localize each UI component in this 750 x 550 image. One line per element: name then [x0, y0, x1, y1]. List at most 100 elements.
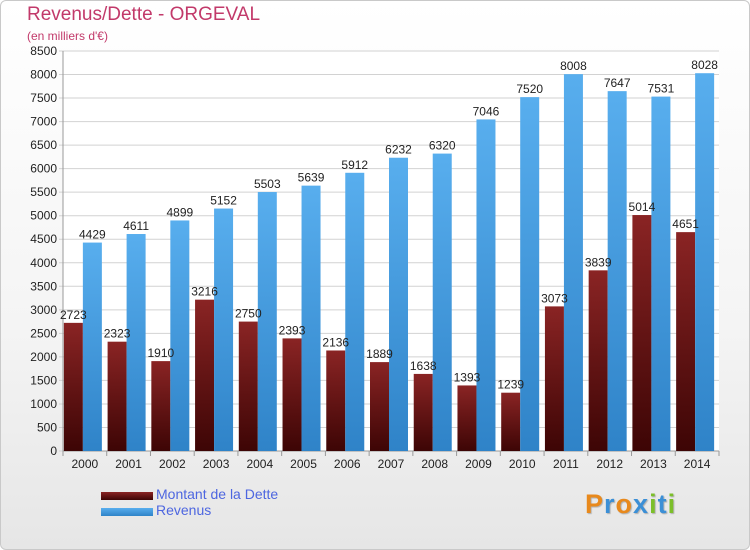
bar-dette-value-label: 1393 [454, 370, 481, 384]
legend-swatch-revenus [101, 508, 153, 516]
bar-revenus [389, 157, 408, 451]
bar-revenus [257, 192, 277, 452]
bar-dette-value-label: 1239 [497, 378, 524, 392]
x-tick-label: 2014 [684, 457, 711, 471]
y-tick-label: 4000 [30, 256, 57, 270]
legend-label-dette: Montant de la Dette [156, 486, 279, 502]
y-tick-label: 3000 [30, 303, 57, 317]
bar-revenus-value-label: 6232 [385, 143, 412, 157]
y-tick-label: 6000 [30, 162, 57, 176]
bar-revenus-value-label: 7647 [604, 76, 631, 90]
bar-revenus [520, 97, 540, 451]
x-tick-label: 2004 [246, 457, 273, 471]
bar-revenus-value-label: 4899 [166, 205, 193, 219]
bar-revenus [695, 73, 715, 451]
x-tick-label: 2012 [596, 457, 623, 471]
bar-revenus [651, 96, 671, 451]
bar-dette [413, 373, 433, 451]
y-tick-label: 7500 [30, 91, 57, 105]
x-tick-label: 2010 [509, 457, 536, 471]
bar-dette [676, 232, 696, 451]
bar-revenus-value-label: 8028 [691, 58, 718, 72]
y-tick-label: 7000 [30, 115, 57, 129]
bar-dette [326, 350, 346, 451]
x-tick-label: 2003 [203, 457, 230, 471]
bar-dette-value-label: 2723 [60, 308, 87, 322]
bar-revenus-value-label: 5503 [254, 177, 281, 191]
x-tick-label: 2011 [553, 457, 579, 471]
bar-dette [588, 270, 608, 451]
bar-revenus [214, 208, 234, 451]
x-tick-label: 2001 [115, 457, 142, 471]
logo-letter: i [649, 489, 658, 519]
y-tick-label: 2500 [30, 326, 57, 340]
bar-revenus [301, 185, 321, 451]
bar-dette [238, 321, 258, 451]
legend-swatch-dette [101, 492, 153, 500]
proxiti-logo: Proxiti [585, 489, 676, 520]
logo-letter: r [604, 489, 616, 519]
bar-revenus [170, 220, 190, 451]
y-tick-label: 8000 [30, 68, 57, 82]
y-tick-label: 8500 [30, 44, 57, 58]
bar-dette-value-label: 5014 [629, 200, 656, 214]
bar-revenus-value-label: 4611 [123, 219, 149, 233]
bar-dette-value-label: 2393 [279, 323, 306, 337]
bar-dette-value-label: 2323 [104, 327, 131, 341]
legend-label-revenus: Revenus [156, 502, 212, 518]
bar-revenus [82, 242, 102, 451]
x-tick-label: 2009 [465, 457, 492, 471]
bar-revenus-value-label: 7531 [648, 82, 675, 96]
x-tick-label: 2013 [640, 457, 667, 471]
bar-revenus-value-label: 5639 [298, 171, 325, 185]
logo-letter: o [615, 489, 634, 519]
bar-dette-value-label: 2750 [235, 307, 262, 321]
bar-revenus [607, 91, 627, 451]
x-tick-label: 2005 [290, 457, 317, 471]
chart-subtitle: (en milliers d'€) [27, 29, 108, 43]
bar-dette-value-label: 3216 [191, 285, 218, 299]
x-tick-label: 2007 [378, 457, 405, 471]
y-tick-label: 500 [37, 420, 57, 434]
y-tick-label: 5000 [30, 209, 57, 223]
bar-revenus [563, 74, 583, 451]
x-tick-label: 2008 [421, 457, 448, 471]
bar-dette-value-label: 3839 [585, 255, 612, 269]
bar-revenus [126, 234, 146, 451]
bar-dette-value-label: 1638 [410, 359, 437, 373]
logo-letter: x [633, 489, 650, 519]
bar-dette [370, 362, 389, 451]
x-tick-label: 2002 [159, 457, 186, 471]
bar-revenus-value-label: 7520 [516, 82, 543, 96]
bar-dette [282, 338, 302, 451]
bar-dette [457, 385, 477, 451]
bar-revenus [432, 153, 452, 451]
x-tick-label: 2000 [72, 457, 99, 471]
bar-dette [107, 341, 127, 451]
bar-dette [151, 361, 171, 451]
bar-revenus-value-label: 5912 [341, 158, 368, 172]
bar-dette-value-label: 3073 [541, 291, 568, 305]
y-tick-label: 2000 [30, 350, 57, 364]
bar-revenus-value-label: 8008 [560, 59, 587, 73]
chart-title: Revenus/Dette - ORGEVAL [27, 4, 261, 25]
bar-dette [63, 322, 83, 451]
x-tick-label: 2006 [334, 457, 361, 471]
bar-revenus [345, 172, 365, 451]
bar-revenus-value-label: 4429 [79, 228, 106, 242]
y-tick-label: 3500 [30, 279, 57, 293]
bar-dette-value-label: 1910 [147, 346, 174, 360]
y-tick-label: 5500 [30, 185, 57, 199]
bar-revenus-value-label: 7046 [473, 104, 500, 118]
bar-dette-value-label: 4651 [672, 217, 699, 231]
bar-dette-value-label: 1889 [366, 347, 393, 361]
y-tick-label: 1500 [30, 373, 57, 387]
bar-dette [195, 299, 215, 451]
bar-dette [632, 215, 652, 451]
bar-dette [501, 392, 521, 451]
bar-revenus-value-label: 5152 [210, 194, 237, 208]
y-tick-label: 6500 [30, 138, 57, 152]
logo-letter: t [657, 489, 668, 519]
